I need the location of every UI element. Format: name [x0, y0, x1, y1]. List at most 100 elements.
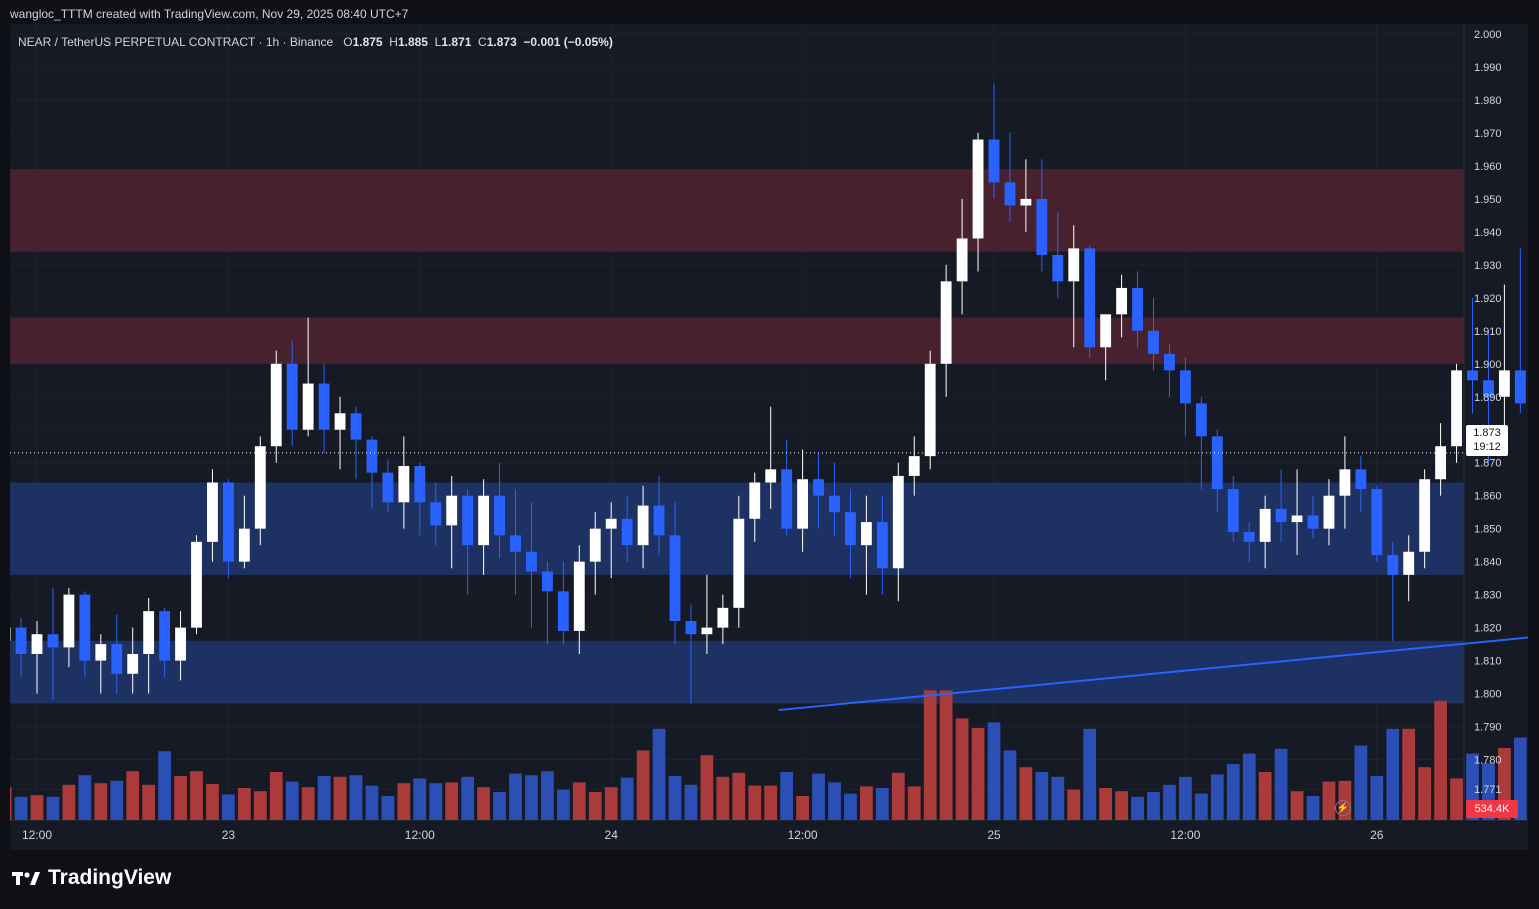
volume-bar	[1306, 796, 1320, 820]
volume-bar	[1131, 796, 1144, 820]
time-axis[interactable]: 12:002312:002412:002512:002612:002712:00…	[22, 828, 1528, 842]
time-tick-label: 26	[1370, 828, 1384, 842]
volume-bar	[620, 777, 634, 820]
candle-body	[1498, 370, 1510, 397]
volume-bar	[1418, 767, 1432, 820]
volume-bar	[222, 794, 235, 820]
candle-body	[350, 413, 362, 440]
candle-body	[621, 518, 633, 546]
price-tick-label: 1.920	[1474, 293, 1502, 305]
candle-body	[797, 479, 809, 529]
candle-body	[1323, 495, 1335, 529]
tradingview-logo[interactable]: TradingView	[12, 866, 171, 890]
volume-bar	[1354, 745, 1368, 820]
volume-bar	[652, 728, 666, 820]
last-price-tag: 1.873 19:12	[1466, 425, 1508, 456]
candle-body	[781, 469, 793, 529]
volume-bar	[844, 793, 857, 820]
volume-bar	[429, 783, 443, 820]
volume-bar	[860, 786, 873, 820]
candle-body	[334, 413, 346, 430]
price-tick-label: 1.771	[1474, 784, 1502, 796]
price-tick-label: 1.930	[1474, 260, 1502, 272]
volume-bar	[1513, 737, 1527, 820]
volume-bar	[604, 787, 618, 820]
time-tick-label: 12:00	[405, 828, 435, 842]
trendline-group[interactable]	[10, 452, 1528, 712]
bar-countdown: 19:12	[1473, 441, 1501, 453]
candle-body	[1052, 254, 1064, 282]
candle-body	[1100, 314, 1112, 348]
volume-bar	[1051, 776, 1065, 820]
candle-body	[254, 446, 266, 529]
brand-name: TradingView	[48, 866, 172, 889]
volume-bar	[1226, 764, 1240, 820]
candle-body	[462, 495, 474, 546]
chart-credit: wangloc_TTTM created with TradingView.co…	[10, 7, 409, 21]
volume-bar	[1035, 772, 1049, 820]
candle-body	[653, 505, 665, 536]
volume-bar	[158, 751, 171, 820]
volume-bar	[349, 775, 363, 820]
candle-body	[829, 495, 840, 513]
price-tick-label: 1.780	[1474, 755, 1502, 767]
candle-body	[717, 607, 729, 628]
candle-body	[669, 535, 681, 622]
candle-body	[1164, 353, 1175, 371]
candle-body	[1514, 370, 1526, 404]
price-tick-label: 1.800	[1474, 689, 1502, 701]
volume-bar	[1242, 753, 1256, 820]
candle-body	[286, 363, 298, 430]
candle-body	[1467, 370, 1478, 381]
volume-bar	[253, 791, 267, 820]
volume-bar	[1163, 784, 1176, 820]
price-tick-label: 1.820	[1474, 623, 1502, 635]
volume-bar	[971, 728, 985, 820]
volume-bar	[1434, 700, 1447, 820]
candle-body	[318, 383, 330, 430]
volume-bar	[1194, 793, 1208, 820]
candle-body	[446, 495, 458, 526]
volume-bar	[812, 773, 825, 820]
volume-bar	[716, 776, 730, 820]
price-axis[interactable]: 2.000 1.990 1.980 1.970 1.960 1.950 1.940 1.930…	[1474, 29, 1502, 796]
price-tick-label: 2.000	[1474, 29, 1502, 41]
volume-bar	[269, 772, 283, 820]
chart-svg[interactable]: 2.000 1.990 1.980 1.970 1.960 1.950 1.940 1.930…	[10, 24, 1528, 850]
volume-bar	[461, 776, 475, 820]
time-tick-label: 24	[605, 828, 619, 842]
volume-bar	[445, 782, 459, 820]
volume-bar	[875, 788, 889, 820]
candle-body	[1291, 515, 1303, 523]
last-price-value: 1.873	[1473, 427, 1501, 439]
candle-body	[557, 591, 569, 631]
candle-body	[1387, 555, 1399, 575]
candle-body	[1275, 508, 1287, 523]
volume-bar	[1083, 728, 1097, 820]
volume-bar	[588, 792, 602, 820]
volume-bar	[1067, 789, 1081, 820]
candle-body	[191, 541, 202, 628]
volume-bar	[285, 781, 299, 820]
candle-body	[430, 502, 442, 526]
volume-bar	[78, 775, 92, 820]
volume-bar	[333, 776, 347, 820]
lightning-icon[interactable]: ⚡	[1335, 800, 1351, 816]
price-tick-label: 1.830	[1474, 590, 1502, 602]
legend-symbol[interactable]: NEAR / TetherUS PERPETUAL CONTRACT · 1h …	[18, 35, 334, 49]
volume-bar	[317, 776, 331, 820]
volume-bar	[1386, 728, 1400, 820]
candle-body	[1148, 330, 1159, 354]
candle-body	[589, 528, 601, 562]
volume-bar	[764, 785, 778, 820]
chart-pane[interactable]: 2.000 1.990 1.980 1.970 1.960 1.950 1.940 1.930…	[10, 24, 1528, 850]
symbol-legend[interactable]: NEAR / TetherUS PERPETUAL CONTRACT · 1h …	[18, 35, 613, 49]
legend-open-label: O	[343, 35, 353, 49]
candle-body	[414, 466, 426, 503]
candle-body	[1004, 182, 1016, 206]
price-tick-label: 1.790	[1474, 722, 1502, 734]
candle-body	[159, 611, 171, 661]
volume-bar	[1210, 774, 1224, 820]
price-tick-label: 1.900	[1474, 359, 1502, 371]
volume-bar	[62, 784, 76, 820]
